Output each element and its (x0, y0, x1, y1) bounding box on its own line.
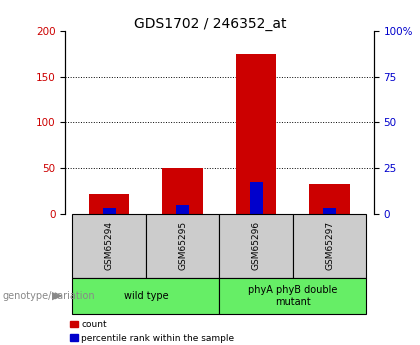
FancyBboxPatch shape (220, 214, 293, 278)
FancyBboxPatch shape (293, 214, 366, 278)
Text: GSM65296: GSM65296 (252, 221, 261, 270)
Text: GSM65295: GSM65295 (178, 221, 187, 270)
Bar (323, 207, 336, 214)
Text: GSM65297: GSM65297 (325, 221, 334, 270)
Text: GSM65294: GSM65294 (105, 221, 114, 270)
Legend: count, percentile rank within the sample: count, percentile rank within the sample (70, 320, 234, 343)
Bar (236, 54, 276, 214)
Text: wild type: wild type (123, 291, 168, 301)
Bar (102, 207, 116, 214)
Text: ▶: ▶ (52, 291, 61, 301)
Bar (249, 182, 263, 214)
Bar (176, 205, 189, 214)
Bar (89, 194, 129, 214)
FancyBboxPatch shape (72, 278, 220, 314)
FancyBboxPatch shape (72, 214, 146, 278)
Bar (310, 184, 350, 214)
FancyBboxPatch shape (146, 214, 220, 278)
Text: GDS1702 / 246352_at: GDS1702 / 246352_at (134, 17, 286, 31)
Text: genotype/variation: genotype/variation (2, 291, 95, 301)
Text: phyA phyB double
mutant: phyA phyB double mutant (248, 285, 338, 307)
Bar (163, 168, 203, 214)
FancyBboxPatch shape (220, 278, 366, 314)
